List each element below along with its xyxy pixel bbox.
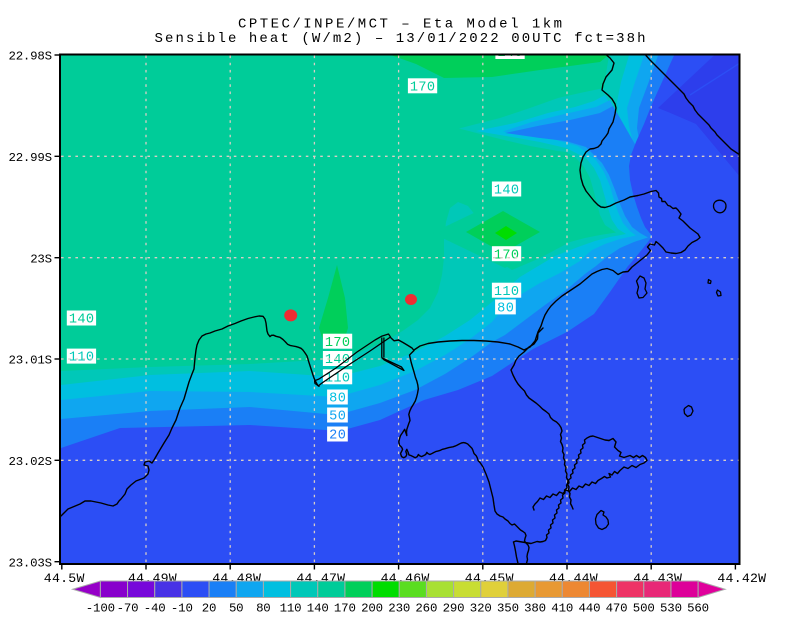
- svg-text:50: 50: [229, 602, 244, 616]
- svg-text:200: 200: [361, 602, 383, 616]
- svg-text:140: 140: [307, 602, 329, 616]
- svg-text:170: 170: [334, 602, 356, 616]
- svg-text:530: 530: [660, 602, 682, 616]
- svg-text:-100: -100: [86, 602, 115, 616]
- svg-text:290: 290: [443, 602, 465, 616]
- svg-text:110: 110: [325, 371, 350, 386]
- svg-text:-10: -10: [171, 602, 193, 616]
- svg-text:110: 110: [494, 285, 519, 300]
- svg-text:80: 80: [497, 302, 514, 317]
- svg-text:140: 140: [69, 313, 94, 328]
- svg-text:410: 410: [551, 602, 573, 616]
- svg-text:560: 560: [687, 602, 709, 616]
- svg-text:-40: -40: [144, 602, 166, 616]
- svg-text:350: 350: [497, 602, 519, 616]
- svg-text:110: 110: [280, 602, 302, 616]
- svg-text:110: 110: [69, 351, 94, 366]
- svg-text:20: 20: [329, 429, 346, 444]
- svg-text:20: 20: [202, 602, 217, 616]
- svg-text:23S: 23S: [30, 252, 52, 266]
- svg-text:Sensible heat (W/m2) – 13/01/2: Sensible heat (W/m2) – 13/01/2022 00UTC …: [155, 31, 646, 47]
- svg-text:380: 380: [524, 602, 546, 616]
- svg-text:23.02S: 23.02S: [9, 455, 53, 469]
- svg-text:22.98S: 22.98S: [9, 50, 53, 64]
- svg-text:140: 140: [325, 353, 350, 368]
- svg-text:170: 170: [410, 80, 435, 95]
- svg-text:-70: -70: [117, 602, 139, 616]
- svg-text:44.42W: 44.42W: [717, 571, 766, 586]
- svg-text:170: 170: [325, 336, 350, 351]
- svg-text:140: 140: [494, 184, 519, 199]
- svg-text:260: 260: [415, 602, 437, 616]
- svg-text:470: 470: [606, 602, 628, 616]
- svg-text:50: 50: [329, 410, 346, 425]
- svg-text:23.03S: 23.03S: [9, 556, 53, 570]
- svg-text:440: 440: [579, 602, 601, 616]
- svg-text:80: 80: [256, 602, 271, 616]
- svg-text:23.01S: 23.01S: [9, 354, 53, 368]
- svg-text:170: 170: [494, 248, 519, 263]
- svg-text:140: 140: [497, 46, 522, 61]
- svg-text:80: 80: [329, 392, 346, 407]
- svg-text:22.99S: 22.99S: [9, 151, 53, 165]
- svg-text:230: 230: [388, 602, 410, 616]
- svg-text:500: 500: [633, 602, 655, 616]
- svg-text:320: 320: [470, 602, 492, 616]
- svg-text:44.5W: 44.5W: [44, 571, 85, 586]
